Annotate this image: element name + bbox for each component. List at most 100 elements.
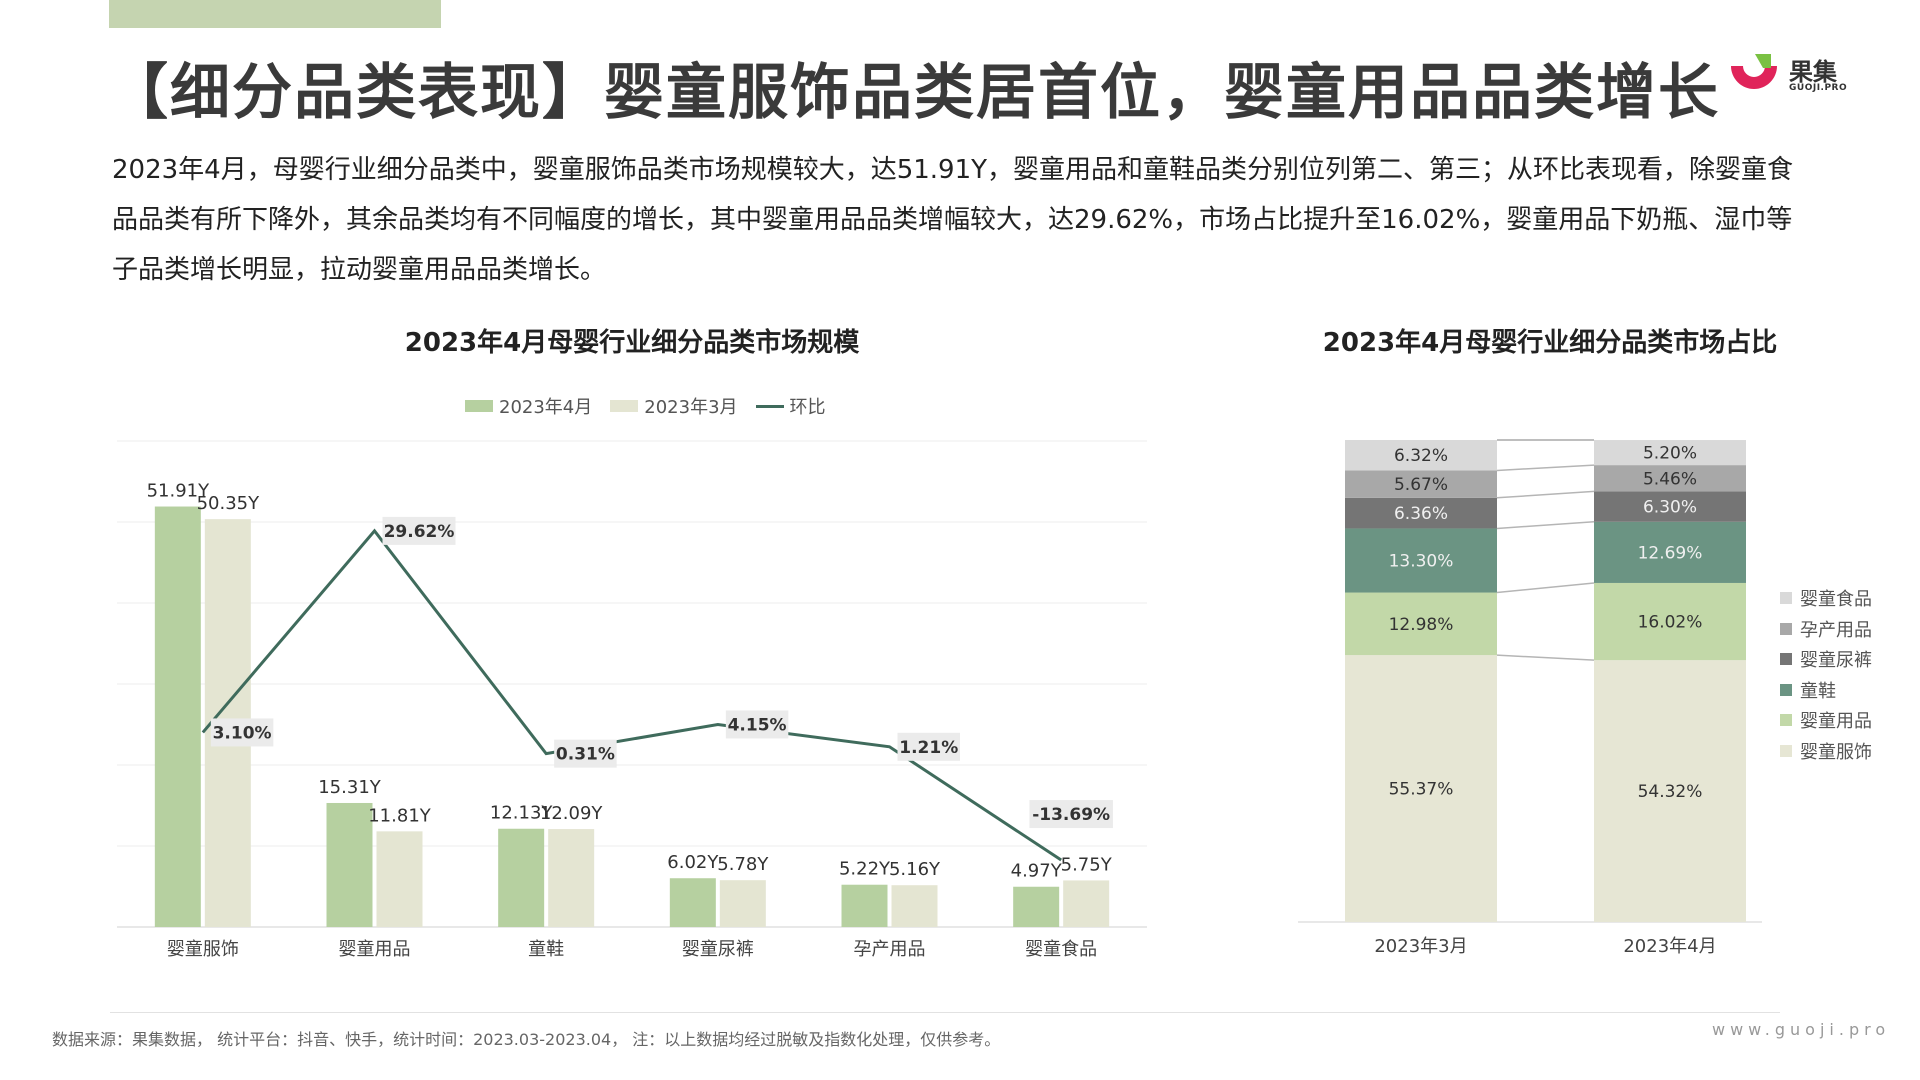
bar-chart-legend: 2023年4月 2023年3月 环比 xyxy=(465,393,826,419)
stack-legend-label: 婴童尿裤 xyxy=(1800,650,1872,672)
stack-chart-title: 2023年4月母婴行业细分品类市场占比 xyxy=(1322,328,1778,358)
stack-value-label: 54.32% xyxy=(1638,782,1703,802)
bar-chart-title: 2023年4月母婴行业细分品类市场规模 xyxy=(404,328,860,358)
mom-value-label: 3.10% xyxy=(213,723,272,743)
bar-value-label-apr: 51.91Y xyxy=(147,481,211,502)
stack-segment xyxy=(1345,440,1497,471)
legend-label-mom: 环比 xyxy=(789,397,826,418)
stack-legend-label: 孕产用品 xyxy=(1800,619,1872,641)
stack-segment xyxy=(1594,660,1746,922)
bar-apr xyxy=(841,884,888,927)
logo-sub-text: GUOJI.PRO xyxy=(1789,83,1848,93)
mom-value-label: 29.62% xyxy=(384,522,455,542)
stack-segment xyxy=(1594,491,1746,522)
logo-mark-icon xyxy=(1731,54,1777,89)
stack-legend-item: 婴童用品 xyxy=(1780,705,1872,736)
mom-label-bg xyxy=(725,710,789,739)
stack-segment xyxy=(1594,440,1746,466)
stack-legend-label: 童鞋 xyxy=(1800,680,1836,702)
stack-connector xyxy=(1496,654,1595,661)
stack-value-label: 5.67% xyxy=(1394,475,1448,495)
x-tick-label: 婴童尿裤 xyxy=(682,939,754,960)
legend-item-mar: 2023年3月 xyxy=(610,393,738,419)
stack-legend-swatch xyxy=(1780,653,1792,666)
stack-legend-label: 婴童服饰 xyxy=(1800,741,1872,763)
bar-mar xyxy=(1063,880,1110,927)
bar-mar xyxy=(891,885,938,927)
stack-connector xyxy=(1496,582,1595,594)
stack-segment xyxy=(1594,521,1746,583)
mom-label-bg xyxy=(897,732,960,761)
bar-mar xyxy=(719,880,766,927)
bar-value-label-mar: 5.78Y xyxy=(717,854,769,875)
stack-chart-legend: 婴童食品孕产用品婴童尿裤童鞋婴童用品婴童服饰 xyxy=(1780,583,1872,766)
stack-value-label: 16.02% xyxy=(1638,613,1703,633)
stack-connector xyxy=(1496,521,1595,530)
stack-legend-swatch xyxy=(1780,622,1792,635)
stack-value-label: 5.46% xyxy=(1643,469,1697,489)
stack-connector xyxy=(1496,490,1595,499)
stack-segment xyxy=(1345,470,1497,498)
bar-value-label-mar: 5.16Y xyxy=(889,859,941,880)
x-tick-label: 婴童食品 xyxy=(1025,939,1097,960)
bar-value-label-mar: 11.81Y xyxy=(368,805,432,826)
legend-item-apr: 2023年4月 xyxy=(465,393,592,419)
stack-value-label: 6.36% xyxy=(1394,504,1448,524)
legend-swatch-apr xyxy=(465,400,493,412)
bar-value-label-mar: 50.35Y xyxy=(197,493,261,514)
bar-value-label-mar: 12.09Y xyxy=(540,803,604,824)
stack-value-label: 55.37% xyxy=(1389,780,1454,800)
stack-value-label: 5.20% xyxy=(1643,444,1697,464)
stack-connector xyxy=(1496,464,1595,472)
stack-legend-swatch xyxy=(1780,744,1792,757)
stack-legend-item: 婴童食品 xyxy=(1780,583,1872,614)
legend-swatch-mar xyxy=(610,400,639,412)
stack-legend-label: 婴童用品 xyxy=(1800,711,1872,733)
mom-value-label: 4.15% xyxy=(728,715,787,735)
stack-segment xyxy=(1594,465,1746,492)
mom-label-bg xyxy=(554,739,617,768)
bar-apr xyxy=(154,506,201,927)
bar-value-label-apr: 12.13Y xyxy=(490,803,554,824)
mom-label-bg xyxy=(1029,800,1113,829)
x-tick-label: 孕产用品 xyxy=(854,939,926,960)
bar-apr xyxy=(326,802,373,927)
bar-apr xyxy=(1013,886,1060,927)
page-title: 【细分品类表现】婴童服饰品类居首位，婴童用品品类增长 xyxy=(108,58,1720,128)
x-tick-label: 婴童用品 xyxy=(339,939,411,960)
mom-value-label: 0.31% xyxy=(556,745,615,765)
mom-value-label: -13.69% xyxy=(1032,805,1110,825)
x-tick-label: 童鞋 xyxy=(528,939,564,960)
bar-value-label-apr: 4.97Y xyxy=(1011,861,1063,882)
stack-value-label: 12.69% xyxy=(1638,543,1703,563)
legend-line-mom xyxy=(755,404,784,408)
stack-legend-swatch xyxy=(1780,714,1792,727)
stack-legend-item: 童鞋 xyxy=(1780,675,1872,706)
bar-value-label-apr: 5.22Y xyxy=(839,859,891,880)
stack-value-label: 6.30% xyxy=(1643,498,1697,518)
stack-value-label: 13.30% xyxy=(1389,552,1454,572)
stack-x-tick-label: 2023年4月 xyxy=(1623,936,1716,957)
bar-value-label-apr: 6.02Y xyxy=(667,852,719,873)
mom-label-bg xyxy=(382,516,456,545)
bar-value-label-mar: 5.75Y xyxy=(1061,854,1113,875)
stack-x-tick-label: 2023年3月 xyxy=(1374,936,1467,957)
footer-source-note: 数据来源：果集数据， 统计平台：抖音、快手，统计时间：2023.03-2023.… xyxy=(52,1030,1001,1049)
brand-logo: 果集 GUOJI.PRO xyxy=(1725,52,1848,102)
bar-mar xyxy=(376,831,423,927)
stack-legend-swatch xyxy=(1780,683,1792,696)
stack-legend-item: 婴童尿裤 xyxy=(1780,644,1872,675)
stack-segment xyxy=(1594,582,1746,661)
footer-site-url: www.guoji.pro xyxy=(1712,1020,1891,1039)
stack-legend-swatch xyxy=(1780,592,1792,605)
stack-segment xyxy=(1345,655,1497,922)
top-accent-bar xyxy=(109,0,441,28)
stack-legend-item: 孕产用品 xyxy=(1780,614,1872,645)
stack-segment xyxy=(1345,497,1497,529)
legend-label-apr: 2023年4月 xyxy=(499,397,593,418)
stack-segment xyxy=(1345,528,1497,593)
x-tick-label: 婴童服饰 xyxy=(167,939,239,960)
legend-item-mom: 环比 xyxy=(755,393,826,419)
mom-value-label: 1.21% xyxy=(899,738,958,758)
